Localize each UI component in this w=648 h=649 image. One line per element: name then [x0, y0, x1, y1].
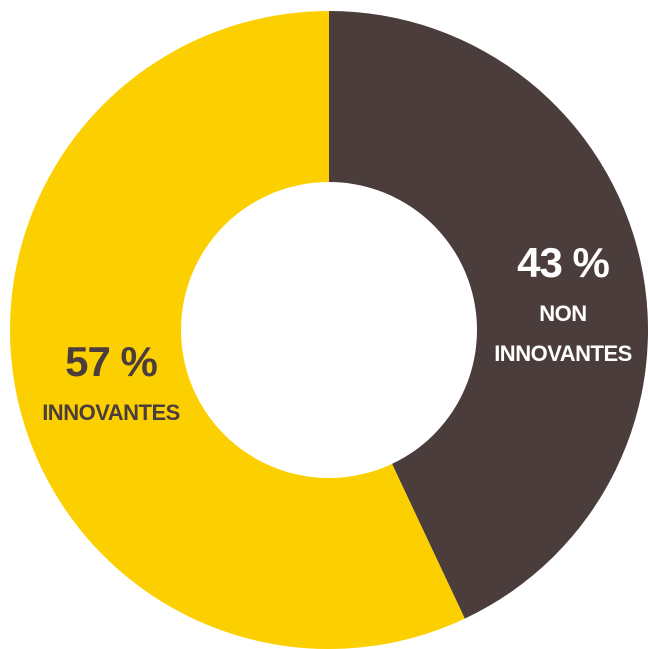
- slice-category-label-innovantes: INNOVANTES: [42, 400, 180, 425]
- slice-value-label-innovantes: 57 %: [65, 338, 157, 385]
- donut-slices: [10, 11, 648, 649]
- donut-slice-1: [10, 11, 465, 649]
- slice-value-label-non-innovantes: 43 %: [517, 239, 609, 286]
- slice-category-label-non-innovantes-line-2: INNOVANTES: [494, 341, 632, 366]
- slice-category-label-non-innovantes-line-1: NON: [539, 301, 586, 326]
- donut-slice-0: [329, 11, 648, 619]
